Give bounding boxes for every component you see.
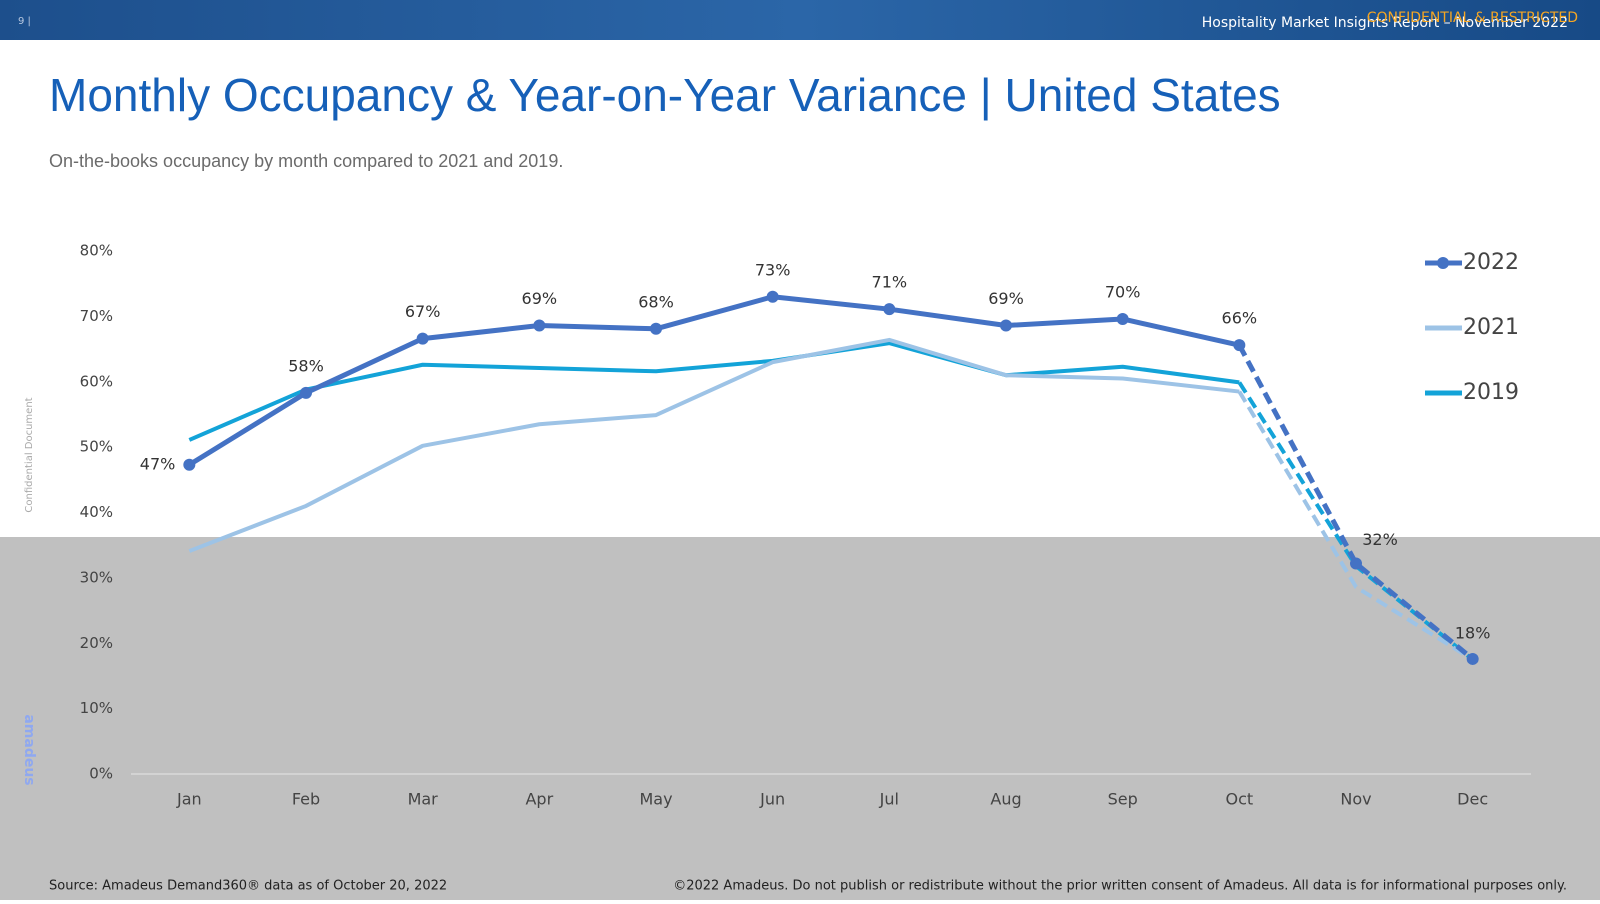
y-tick-label: 30% [80, 568, 113, 586]
data-label: 70% [1105, 282, 1141, 301]
y-tick-label: 50% [80, 438, 113, 456]
point-marker [1350, 557, 1362, 570]
header-band [0, 0, 1600, 40]
classification: CONFIDENTIAL & RESTRICTED [1367, 10, 1578, 26]
series-line [188, 294, 1240, 467]
x-tick-label: Sep [1108, 790, 1138, 809]
data-label: 69% [988, 289, 1024, 308]
point-marker [1466, 652, 1479, 665]
data-label: 73% [755, 260, 791, 279]
legend-label: 2019 [1463, 380, 1519, 405]
chart-subtitle: On-the-books occupancy by month compared… [49, 151, 563, 171]
x-tick-label: Nov [1340, 790, 1371, 809]
data-label: 67% [405, 302, 441, 321]
footer-source: Source: Amadeus Demand360® data as of Oc… [49, 879, 447, 894]
forecast-line [1237, 390, 1474, 662]
point-marker [883, 303, 896, 316]
data-label: 66% [1222, 309, 1258, 328]
x-tick-label: Feb [292, 790, 320, 809]
legend-label: 2022 [1463, 250, 1519, 275]
x-tick-label: Jun [759, 790, 785, 809]
chart-title: Monthly Occupancy & Year-on-Year Varianc… [49, 69, 1281, 121]
footer-copyright: ©2022 Amadeus. Do not publish or redistr… [673, 879, 1567, 894]
page-number: 9 | [18, 16, 31, 27]
data-label: 68% [638, 292, 674, 311]
data-label: 69% [522, 289, 558, 308]
point-marker [300, 386, 312, 399]
legend-label: 2021 [1463, 315, 1519, 340]
y-tick-label: 0% [89, 765, 113, 783]
data-label: 18% [1455, 623, 1491, 642]
y-tick-label: 20% [80, 634, 113, 652]
point-marker [1000, 319, 1012, 332]
series-line [188, 337, 1240, 553]
point-marker [416, 332, 429, 345]
x-tick-label: Mar [408, 790, 439, 809]
y-tick-label: 60% [80, 372, 113, 390]
y-tick-label: 70% [80, 307, 113, 325]
data-label: 32% [1362, 530, 1398, 549]
point-marker [533, 319, 546, 332]
logo: amadeus [21, 714, 37, 785]
y-tick-label: 40% [80, 503, 113, 521]
point-marker [1233, 339, 1246, 352]
point-marker [1116, 312, 1129, 325]
x-tick-label: May [639, 790, 672, 809]
legend-marker [1437, 257, 1449, 269]
point-marker [650, 322, 662, 335]
data-label: 47% [140, 454, 176, 473]
x-tick-label: Jul [879, 790, 899, 809]
data-label: 58% [288, 356, 324, 375]
y-tick-label: 10% [80, 699, 113, 717]
x-tick-label: Jan [176, 790, 202, 809]
series-line [188, 341, 1240, 442]
point-marker [766, 290, 779, 303]
report-name: Hospitality Market Insights Report – Nov… [1202, 15, 1568, 31]
side-note: Confidential Document [24, 397, 35, 512]
x-tick-label: Oct [1225, 790, 1253, 809]
point-marker [183, 458, 196, 471]
background-band [0, 537, 1600, 900]
x-tick-label: Apr [525, 790, 553, 809]
x-tick-label: Dec [1457, 790, 1488, 809]
data-label: 71% [872, 273, 908, 292]
plot: 0% 10% 20% 30% 40% 50% 60% 70% 80% Jan Feb Mar Apr Ma… [80, 242, 1531, 809]
y-tick-label: 80% [80, 242, 113, 260]
x-tick-label: Aug [990, 790, 1021, 809]
forecast-line [1237, 343, 1475, 661]
